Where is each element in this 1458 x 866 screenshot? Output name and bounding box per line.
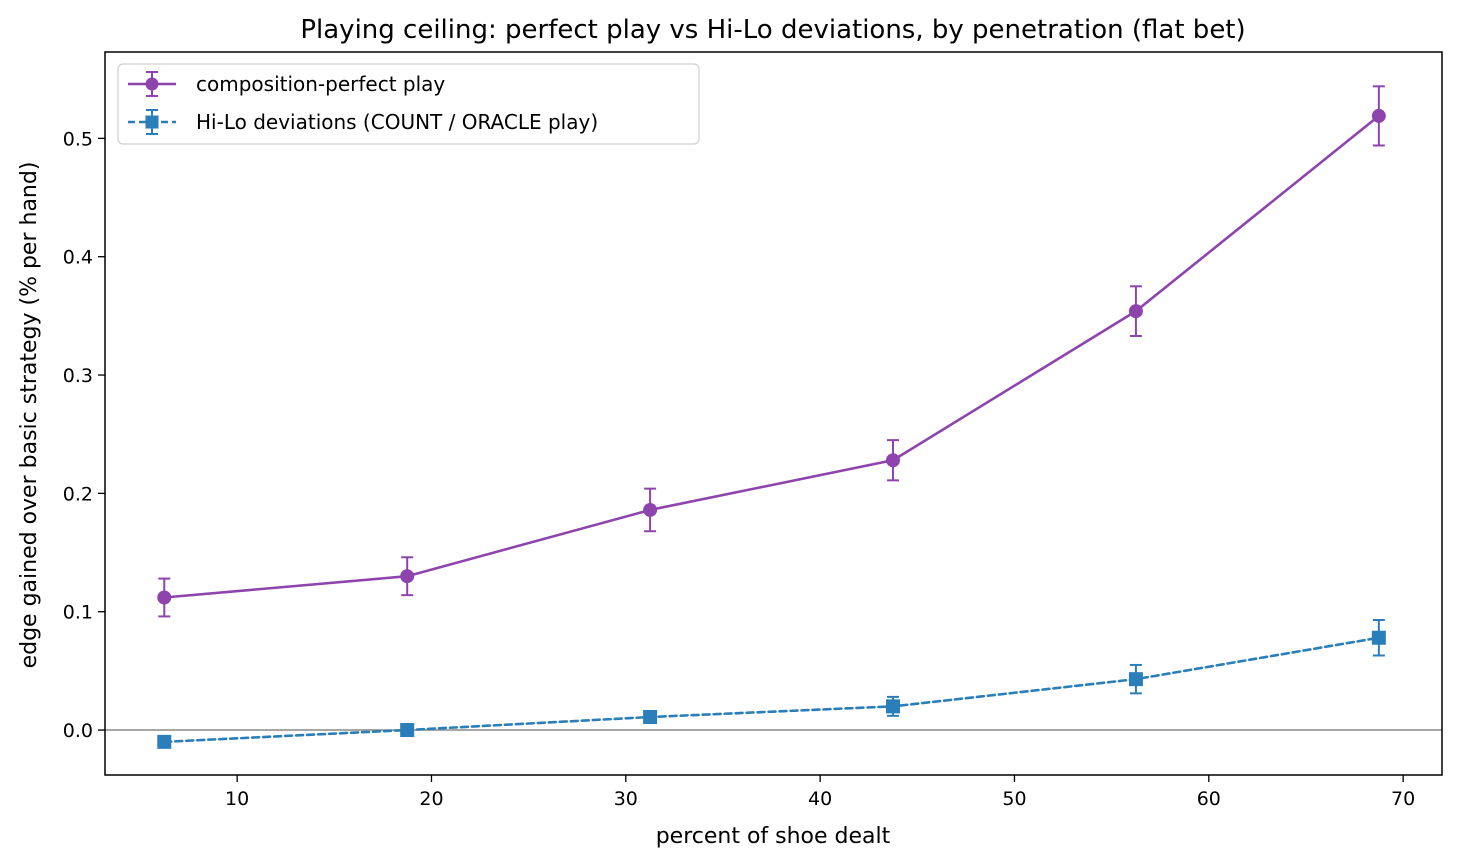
y-tick-label-0: 0.0 [63,720,93,742]
data-point-0-3 [886,453,901,468]
y-tick-label-4: 0.4 [63,247,93,269]
x-tick-label-2: 30 [614,788,638,810]
x-axis-label: percent of shoe dealt [656,824,891,849]
plot-area [105,85,1442,749]
y-tick-label-1: 0.1 [63,602,93,624]
data-point-1-4 [1128,672,1143,687]
data-point-0-4 [1128,304,1143,319]
x-tick-label-3: 40 [808,788,832,810]
data-point-1-3 [886,699,901,714]
data-point-1-5 [1371,630,1386,645]
series-line-0 [162,114,1381,599]
data-point-0-5 [1371,108,1386,123]
x-tick-label-6: 70 [1391,788,1415,810]
x-tick-label-1: 20 [419,788,443,810]
legend-label-hi-lo-deviations: Hi-Lo deviations (COUNT / ORACLE play) [196,110,598,134]
legend-item-hi-lo-deviations: Hi-Lo deviations (COUNT / ORACLE play) [128,109,598,135]
x-tick-label-4: 50 [1002,788,1026,810]
data-point-1-0 [157,734,172,749]
data-point-1-2 [643,710,658,725]
legend-marker-hi-lo-deviations [145,115,159,129]
data-point-1-1 [400,723,415,738]
y-tick-label-3: 0.3 [63,365,93,387]
plot-frame [104,51,1443,776]
legend: composition-perfect play Hi-Lo deviation… [117,63,700,145]
data-point-0-0 [157,590,172,605]
data-point-0-2 [643,502,658,517]
axes: 10 20 30 40 50 60 70 0.0 0.1 0.2 0.3 0.4 0.5 [63,51,1443,810]
series-line-1 [162,636,1381,744]
series-hi-lo-deviations [157,618,1386,749]
chart-title: Playing ceiling: perfect play vs Hi-Lo d… [300,15,1245,45]
y-tick-label-5: 0.5 [63,128,93,150]
legend-marker-composition-perfect-play [145,77,159,91]
x-tick-label-0: 10 [225,788,249,810]
x-tick-label-5: 60 [1197,788,1221,810]
y-tick-label-2: 0.2 [63,483,93,505]
legend-item-composition-perfect-play: composition-perfect play [128,71,445,97]
legend-label-composition-perfect-play: composition-perfect play [196,72,445,96]
y-axis-label: edge gained over basic strategy (% per h… [17,162,42,669]
data-point-0-1 [400,569,415,584]
legend-box [117,63,700,145]
series-composition-perfect-play [157,85,1386,618]
